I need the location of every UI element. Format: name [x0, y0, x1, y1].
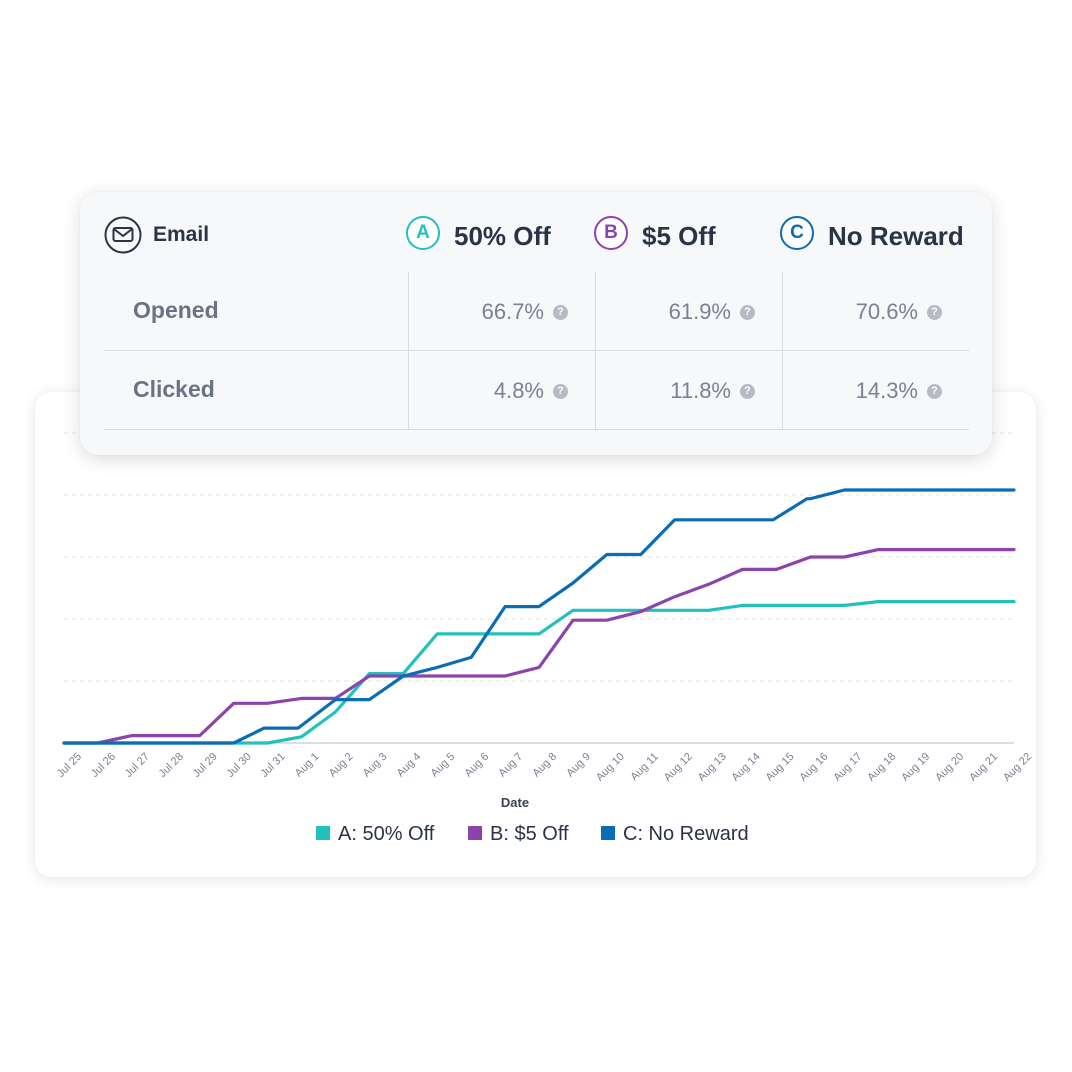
variant-name: $5 Off — [642, 220, 716, 251]
metric-cell: 70.6%? — [782, 299, 969, 325]
x-tick-label: Aug 19 — [899, 751, 932, 784]
variant-badge: B — [594, 216, 628, 250]
x-tick-label: Aug 6 — [462, 751, 491, 780]
x-tick-label: Aug 2 — [327, 751, 356, 780]
metric-value: 14.3% — [855, 378, 918, 403]
help-icon[interactable]: ? — [553, 304, 568, 320]
x-tick-label: Aug 20 — [933, 751, 966, 784]
help-icon[interactable]: ? — [927, 304, 942, 320]
x-tick-label: Aug 17 — [831, 751, 864, 784]
x-tick-label: Jul 31 — [258, 751, 287, 780]
x-tick-label: Jul 30 — [225, 751, 254, 780]
x-tick-label: Aug 4 — [395, 751, 424, 780]
column-divider — [408, 272, 409, 429]
chart-card: Jul 25 Jul 26 Jul 27 Jul 28 Jul 29 Jul 30 Jul … — [35, 392, 1036, 877]
series-line-b — [62, 548, 1016, 745]
x-tick-label: Aug 9 — [564, 751, 593, 780]
variant-header-a: A 50% Off — [406, 216, 551, 251]
variant-badge: A — [406, 216, 440, 250]
legend-label: C: No Reward — [623, 823, 749, 845]
line-chart: Jul 25 Jul 26 Jul 27 Jul 28 Jul 29 Jul 30 Jul … — [55, 432, 1034, 845]
variant-badge: C — [780, 216, 814, 250]
x-tick-label: Jul 25 — [55, 751, 84, 780]
variant-name: No Reward — [828, 220, 964, 251]
x-tick-label: Aug 12 — [662, 751, 695, 784]
row-divider — [104, 429, 969, 430]
x-tick-label: Jul 29 — [191, 751, 220, 780]
metric-value: 70.6% — [855, 299, 918, 324]
x-tick-label: Aug 14 — [730, 751, 763, 784]
x-tick-label: Aug 13 — [696, 751, 729, 784]
metric-value: 61.9% — [668, 299, 731, 324]
series-line-a — [62, 600, 1016, 745]
x-axis-label: Date — [501, 795, 529, 810]
x-tick-label: Aug 10 — [594, 751, 627, 784]
metric-value: 11.8% — [670, 378, 731, 403]
help-icon[interactable]: ? — [927, 383, 942, 399]
x-tick-label: Jul 26 — [89, 751, 118, 780]
x-tick-label: Aug 5 — [429, 751, 458, 780]
metric-value: 4.8% — [493, 378, 544, 403]
metric-cell: 61.9%? — [595, 299, 782, 325]
x-tick-label: Aug 21 — [967, 751, 1000, 784]
x-tick-label: Aug 11 — [628, 751, 661, 784]
help-icon[interactable]: ? — [740, 383, 755, 399]
row-divider — [104, 350, 969, 351]
email-header: Email — [104, 216, 209, 254]
metric-cell: 66.7%? — [408, 299, 595, 325]
variant-header-c: C No Reward — [780, 216, 964, 251]
x-tick-label: Aug 15 — [764, 751, 797, 784]
x-tick-label: Aug 7 — [496, 751, 525, 780]
legend-swatch — [468, 826, 482, 840]
row-label-opened: Opened — [133, 297, 219, 323]
x-tick-label: Aug 18 — [865, 751, 898, 784]
x-tick-label: Aug 16 — [797, 751, 830, 784]
metric-cell: 4.8%? — [408, 378, 595, 404]
legend-swatch — [601, 826, 615, 840]
series-line-c — [62, 488, 1016, 745]
x-tick-label: Aug 8 — [530, 751, 559, 780]
column-divider — [595, 272, 596, 429]
column-divider — [782, 272, 783, 429]
x-tick-label: Aug 1 — [293, 751, 322, 780]
x-tick-label: Aug 22 — [1001, 751, 1034, 784]
variant-header-b: B $5 Off — [594, 216, 716, 251]
legend-label: A: 50% Off — [338, 823, 435, 845]
x-tick-label: Jul 28 — [157, 751, 186, 780]
row-label-clicked: Clicked — [133, 376, 215, 402]
variant-name: 50% Off — [454, 220, 551, 251]
metric-cell: 11.8%? — [595, 378, 782, 404]
metric-value: 66.7% — [481, 299, 544, 324]
metric-cell: 14.3%? — [782, 378, 969, 404]
x-tick-label: Aug 3 — [361, 751, 390, 780]
envelope-icon — [104, 216, 142, 254]
email-metrics-table: Email A 50% Off B $5 Off C No Reward Opened 66… — [80, 192, 992, 455]
x-tick-label: Jul 27 — [123, 751, 152, 780]
help-icon[interactable]: ? — [553, 383, 568, 399]
legend-swatch — [316, 826, 330, 840]
help-icon[interactable]: ? — [740, 304, 755, 320]
channel-label: Email — [153, 223, 210, 246]
legend-label: B: $5 Off — [490, 823, 569, 845]
